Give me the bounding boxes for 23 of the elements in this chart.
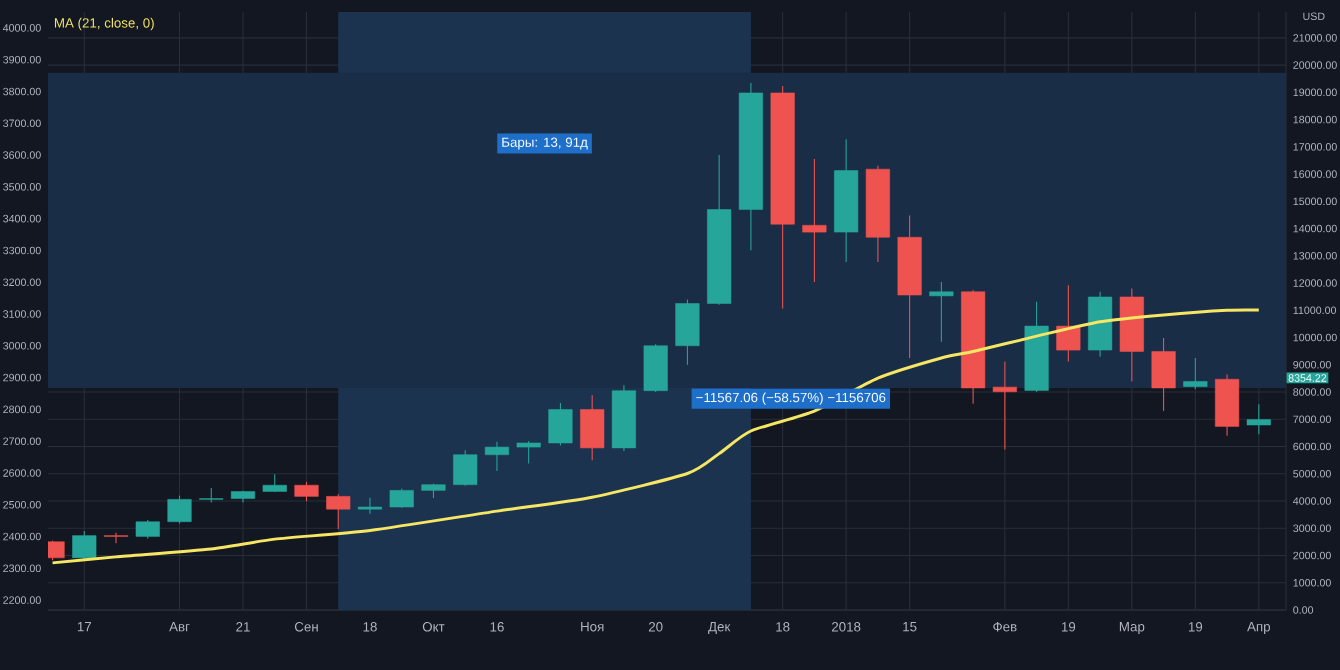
candlestick: [167, 495, 192, 525]
candlestick: [357, 497, 383, 515]
candlestick: [1183, 357, 1208, 390]
candlestick: [548, 402, 573, 446]
candlestick: [992, 360, 1017, 451]
candlestick: [453, 449, 478, 487]
candlestick: [802, 158, 827, 283]
candlestick: [1215, 374, 1240, 437]
candlestick: [389, 488, 414, 509]
candlestick: [643, 343, 668, 393]
candlestick: [516, 440, 541, 464]
candlestick: [294, 481, 319, 502]
candlestick: [72, 530, 97, 561]
candlestick: [135, 519, 160, 540]
candlestick: [580, 394, 605, 461]
candlestick: [1151, 337, 1176, 412]
line-series: [51, 308, 1261, 565]
candlestick: [929, 281, 954, 343]
candlestick: [103, 532, 129, 544]
candlestick: [484, 441, 510, 472]
candlestick: [326, 493, 351, 530]
candlestick: [1246, 403, 1271, 435]
candlestick: [675, 298, 700, 366]
